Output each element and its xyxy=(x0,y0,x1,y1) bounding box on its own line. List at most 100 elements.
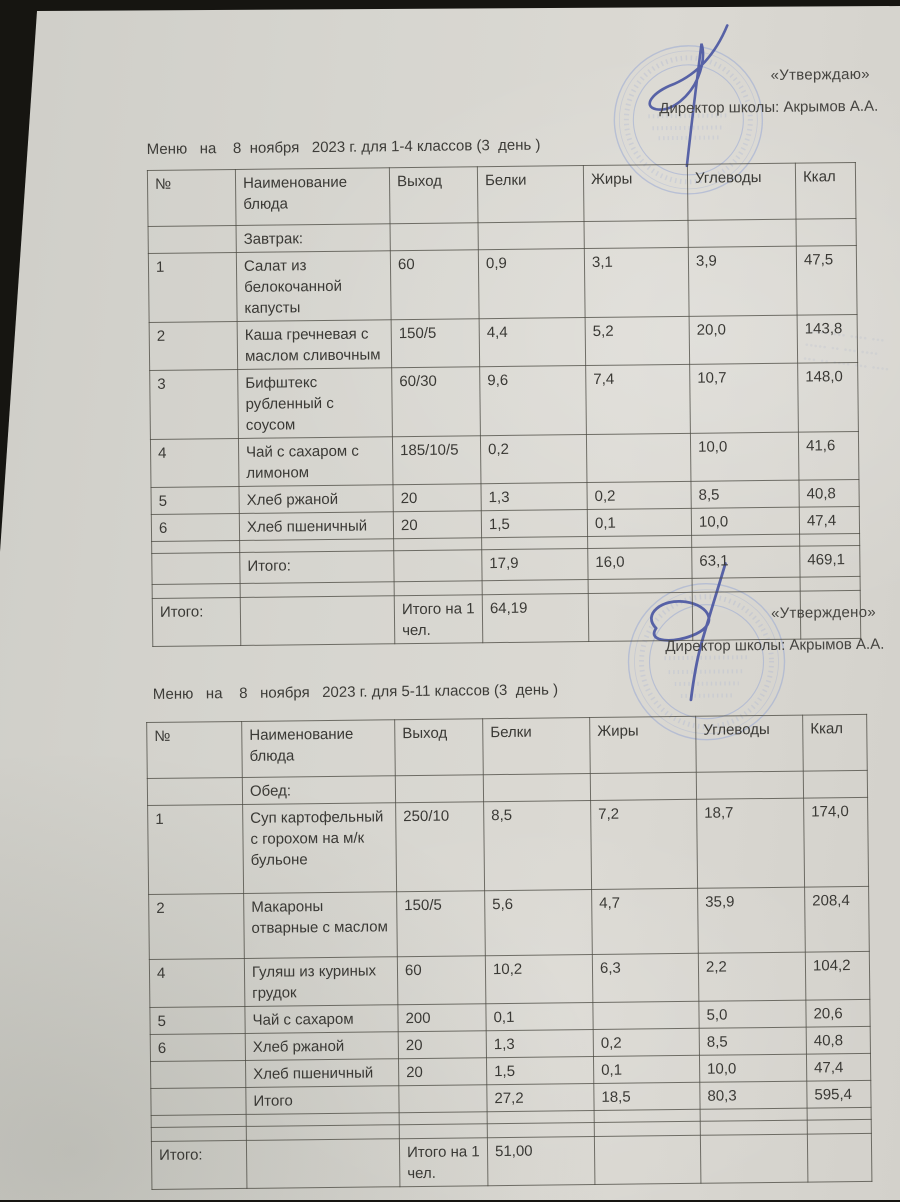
cell xyxy=(148,225,237,254)
cell: 150/5 xyxy=(391,318,480,368)
column-header: № xyxy=(147,169,237,227)
cell: 20,6 xyxy=(805,999,871,1028)
cell: 250/10 xyxy=(395,801,485,892)
cell: 595,4 xyxy=(806,1080,872,1109)
cell: 148,0 xyxy=(797,362,859,433)
table-row: 4 Чай с сахаром с лимоном 185/10/5 0,2 1… xyxy=(150,431,859,488)
cell xyxy=(800,590,861,640)
cell xyxy=(803,770,868,799)
cell xyxy=(590,772,697,801)
cell: 2 xyxy=(148,893,245,960)
cell: 7,4 xyxy=(585,364,691,435)
cell xyxy=(147,777,243,806)
cell: 8,5 xyxy=(690,480,800,509)
cell: Суп картофельный с горохом на м/к бульон… xyxy=(242,802,397,894)
per-person-label: Итого на 1 чел. xyxy=(394,594,483,644)
cell: 10,0 xyxy=(699,1054,807,1083)
cell: Каша гречневая с маслом сливочным xyxy=(237,319,392,370)
cell: 143,8 xyxy=(797,314,858,364)
cell: 18,7 xyxy=(696,798,805,889)
cell: 47,5 xyxy=(796,245,858,316)
section-label: Обед: xyxy=(242,775,396,805)
director-signature-line: Директор школы: Акрымов А.А. xyxy=(659,97,879,118)
cell: 0,2 xyxy=(480,434,587,484)
cell xyxy=(150,1060,246,1089)
cell: 47,4 xyxy=(806,1053,871,1082)
table-row: 4 Гуляш из куриных грудок 60 10,2 6,3 2,… xyxy=(149,951,870,1008)
cell: 60 xyxy=(397,955,486,1005)
cell: 10,0 xyxy=(691,507,800,536)
cell: 208,4 xyxy=(804,886,870,953)
cell: 1 xyxy=(147,804,244,895)
cell: Салат из белокочанной капусты xyxy=(236,250,392,322)
cell: 40,8 xyxy=(798,479,860,508)
approval-quote: «Утверждаю» xyxy=(770,65,870,84)
cell: 8,5 xyxy=(699,1027,807,1056)
cell xyxy=(700,1134,808,1184)
cell: Хлеб ржаной xyxy=(238,484,394,514)
per-person-row: Итого: Итого на 1 чел. 64,19 xyxy=(152,590,861,647)
cell xyxy=(478,221,585,250)
cell: Чай с сахаром с лимоном xyxy=(238,436,393,487)
cell: 16,0 xyxy=(587,547,693,580)
per-person-label: Итого на 1 чел. xyxy=(399,1137,488,1187)
cell xyxy=(151,552,241,585)
per-person-row: Итого: Итого на 1 чел. 51,00 xyxy=(151,1133,872,1190)
cell: 5,6 xyxy=(484,889,593,956)
cell: 80,3 xyxy=(699,1081,808,1110)
cell: 1 xyxy=(148,252,238,323)
cell xyxy=(696,771,804,800)
column-header: Выход xyxy=(394,718,484,776)
cell: 18,5 xyxy=(593,1082,701,1111)
per-person-value: 64,19 xyxy=(482,593,589,643)
column-header: Белки xyxy=(477,165,585,223)
cell: 1,3 xyxy=(480,482,588,511)
cell: 40,8 xyxy=(806,1026,871,1055)
table-row: 1 Салат из белокочанной капусты 60 0,9 3… xyxy=(148,245,858,323)
cell xyxy=(795,218,857,247)
cell: 20 xyxy=(393,510,482,539)
cell xyxy=(592,1001,700,1030)
column-header: Ккал xyxy=(802,714,868,772)
header-row: № Наименование блюда Выход Белки Жиры Уг… xyxy=(146,714,868,779)
cell xyxy=(807,1133,872,1183)
cell: 9,6 xyxy=(479,365,587,436)
cell: 17,9 xyxy=(481,548,589,581)
cell: 6,3 xyxy=(592,953,699,1003)
column-header: Жиры xyxy=(583,164,689,222)
column-header: Белки xyxy=(482,717,591,775)
cell: 4 xyxy=(149,958,245,1008)
cell: Бифштекс рубленный с соусом xyxy=(237,367,393,439)
cell: 5,2 xyxy=(585,316,690,366)
cell: 1,3 xyxy=(486,1029,594,1058)
table-row: 1 Суп картофельный с горохом на м/к буль… xyxy=(147,797,869,895)
column-header: Ккал xyxy=(795,162,856,220)
cell: 63,1 xyxy=(691,546,801,579)
cell: 5 xyxy=(150,486,240,515)
cell: 20 xyxy=(392,483,482,512)
section-label: Завтрак: xyxy=(236,223,391,253)
menu-table-breakfast: № Наименование блюда Выход Белки Жиры Уг… xyxy=(147,162,861,647)
cell: Макароны отварные с маслом xyxy=(243,891,398,959)
cell: 10,7 xyxy=(689,363,799,434)
cell xyxy=(240,595,395,646)
column-header: № xyxy=(146,721,243,779)
cell: 10,2 xyxy=(485,954,593,1004)
column-header: Выход xyxy=(389,166,479,224)
cell: Хлеб ржаной xyxy=(245,1031,399,1061)
cell: 150/5 xyxy=(396,890,486,957)
cell: 1,5 xyxy=(481,509,588,538)
cell xyxy=(390,222,479,251)
cell xyxy=(692,591,801,641)
cell: 20 xyxy=(398,1057,487,1086)
cell: 104,2 xyxy=(805,951,870,1001)
cell: 0,2 xyxy=(593,1028,700,1057)
cell xyxy=(594,1135,701,1185)
cell: 20 xyxy=(398,1030,487,1059)
cell: 2,2 xyxy=(698,952,806,1002)
cell: 10,0 xyxy=(690,432,799,482)
totals-label: Итого: xyxy=(239,550,395,584)
cell: 0,1 xyxy=(593,1055,700,1084)
cell xyxy=(584,220,689,249)
